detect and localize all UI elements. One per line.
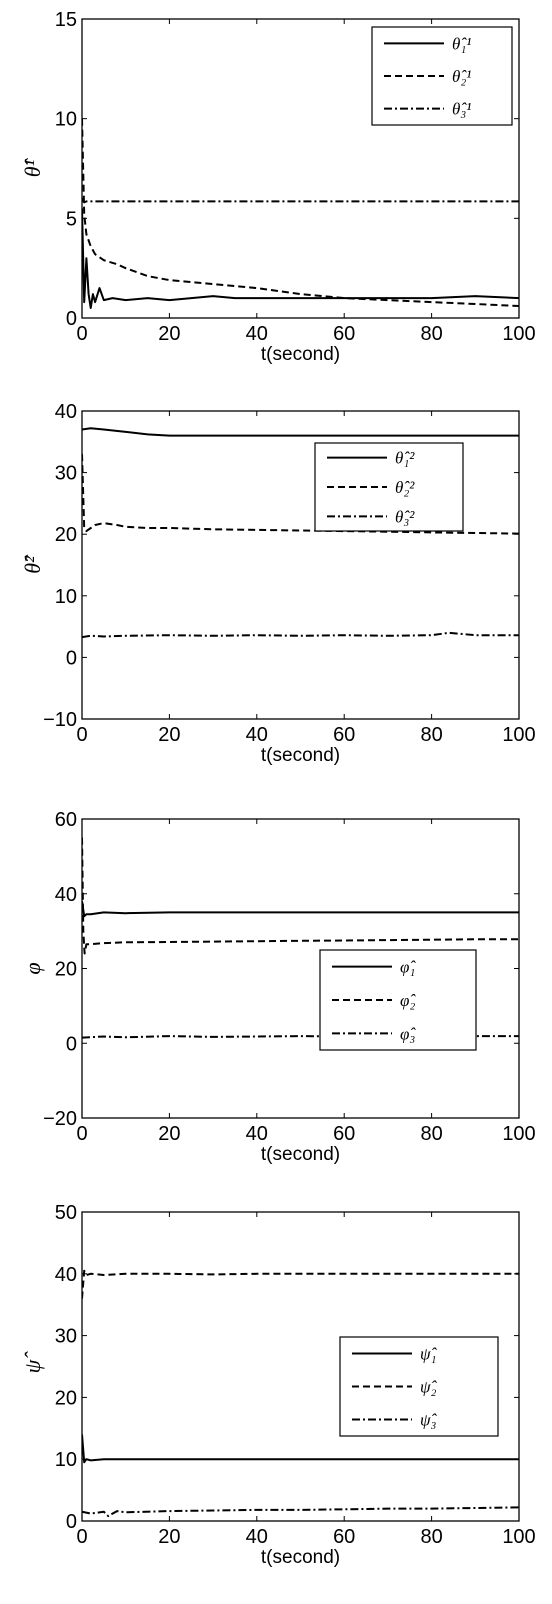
y-tick-label: 0: [66, 1511, 77, 1533]
legend-entry-2: θ̂₂¹: [452, 67, 471, 86]
y-tick-label: 50: [55, 1202, 77, 1224]
x-tick-label: 80: [420, 1526, 442, 1548]
x-axis-label: t(second): [261, 745, 340, 766]
x-tick-label: 20: [158, 1123, 180, 1145]
legend-entry-2: φ̂₂: [400, 991, 416, 1010]
legend-entry-3: θ̂₃²: [395, 507, 415, 526]
legend: φ̂₁ φ̂₂ φ̂₃: [319, 949, 477, 1051]
series-line-1: [82, 901, 519, 918]
x-tick-label: 0: [76, 1123, 87, 1145]
x-tick-label: 80: [420, 323, 442, 345]
series-line-3: [82, 1506, 519, 1518]
legend-entry-3: φ̂₃: [400, 1024, 416, 1043]
legend-entry-1: ψ̂₁: [420, 1345, 438, 1364]
y-tick-label: −20: [43, 1108, 77, 1130]
series-line-3: [82, 197, 519, 204]
y-axis-label: φ: [20, 962, 45, 974]
legend: θ̂₁² θ̂₂² θ̂₃²: [314, 442, 464, 532]
legend-entry-2: θ̂₂²: [395, 478, 415, 497]
x-tick-label: 100: [502, 323, 535, 345]
x-tick-label: 100: [502, 724, 535, 746]
x-tick-label: 80: [420, 724, 442, 746]
y-tick-label: 60: [55, 809, 77, 831]
legend: θ̂₁¹ θ̂₂¹ θ̂₃¹: [371, 26, 513, 126]
x-tick-label: 40: [246, 1123, 268, 1145]
y-tick-label: 20: [55, 959, 77, 981]
chart-panel-4: 0 20 40 60 80 100 0 10 20 30 40 50 t(second) ψ̂ ψ̂₁ ψ̂₂…: [20, 1202, 536, 1568]
series-line-2: [82, 118, 519, 307]
series-line-2: [82, 1269, 519, 1299]
y-tick-label: 5: [66, 208, 77, 230]
x-tick-label: 60: [333, 323, 355, 345]
legend-box: [314, 442, 464, 532]
y-axis-label: θ̂²: [20, 554, 45, 574]
series-line-3: [82, 631, 519, 639]
y-tick-label: −10: [43, 709, 77, 731]
y-tick-label: 10: [55, 109, 77, 131]
x-tick-label: 20: [158, 1526, 180, 1548]
y-tick-label: 0: [66, 647, 77, 669]
legend-entry-1: φ̂₁: [400, 958, 416, 977]
chart-panel-2: 0 20 40 60 80 100−10010203040t(second)θ̂²θ̂₁²…: [20, 401, 536, 766]
y-axis-label: ψ̂: [20, 1351, 45, 1374]
legend-entry-1: θ̂₁²: [395, 449, 415, 468]
y-tick-label: 10: [55, 586, 77, 608]
x-tick-label: 0: [76, 1526, 87, 1548]
legend-entry-3: θ̂₃¹: [452, 100, 471, 119]
x-tick-label: 20: [158, 724, 180, 746]
x-tick-label: 100: [502, 1526, 535, 1548]
x-tick-label: 60: [333, 1526, 355, 1548]
y-tick-label: 0: [66, 1033, 77, 1055]
y-tick-label: 15: [55, 9, 77, 31]
x-tick-label: 0: [76, 323, 87, 345]
legend-entry-3: ψ̂₃: [420, 1411, 438, 1430]
y-tick-label: 40: [55, 1264, 77, 1286]
x-tick-label: 40: [246, 1526, 268, 1548]
y-tick-label: 20: [55, 1387, 77, 1409]
y-tick-label: 40: [55, 884, 77, 906]
series-line-2: [82, 454, 519, 535]
legend-entry-1: θ̂₁¹: [452, 34, 471, 53]
x-tick-label: 60: [333, 724, 355, 746]
x-axis-label: t(second): [261, 1547, 340, 1568]
series-line-1: [82, 1434, 519, 1464]
x-axis-label: t(second): [261, 1144, 340, 1165]
y-tick-label: 10: [55, 1449, 77, 1471]
x-tick-label: 0: [76, 724, 87, 746]
x-tick-label: 80: [420, 1123, 442, 1145]
y-tick-label: 20: [55, 524, 77, 546]
x-tick-label: 60: [333, 1123, 355, 1145]
legend-entry-2: ψ̂₂: [420, 1378, 438, 1397]
x-tick-label: 40: [246, 323, 268, 345]
x-tick-label: 40: [246, 724, 268, 746]
legend: ψ̂₁ ψ̂₂ ψ̂₃: [339, 1336, 499, 1437]
y-tick-label: 0: [66, 308, 77, 330]
y-tick-label: 30: [55, 1326, 77, 1348]
y-axis-label: θ̂¹: [20, 157, 45, 177]
series-line-1: [82, 427, 519, 437]
y-tick-label: 40: [55, 401, 77, 423]
x-axis-label: t(second): [261, 344, 340, 365]
y-tick-label: 30: [55, 463, 77, 485]
x-tick-label: 20: [158, 323, 180, 345]
x-tick-label: 100: [502, 1123, 535, 1145]
chart-panel-1: 0 20 40 60 80 100051015t(second)θ̂¹θ̂₁¹θ̂₂¹θ̂…: [20, 9, 536, 365]
